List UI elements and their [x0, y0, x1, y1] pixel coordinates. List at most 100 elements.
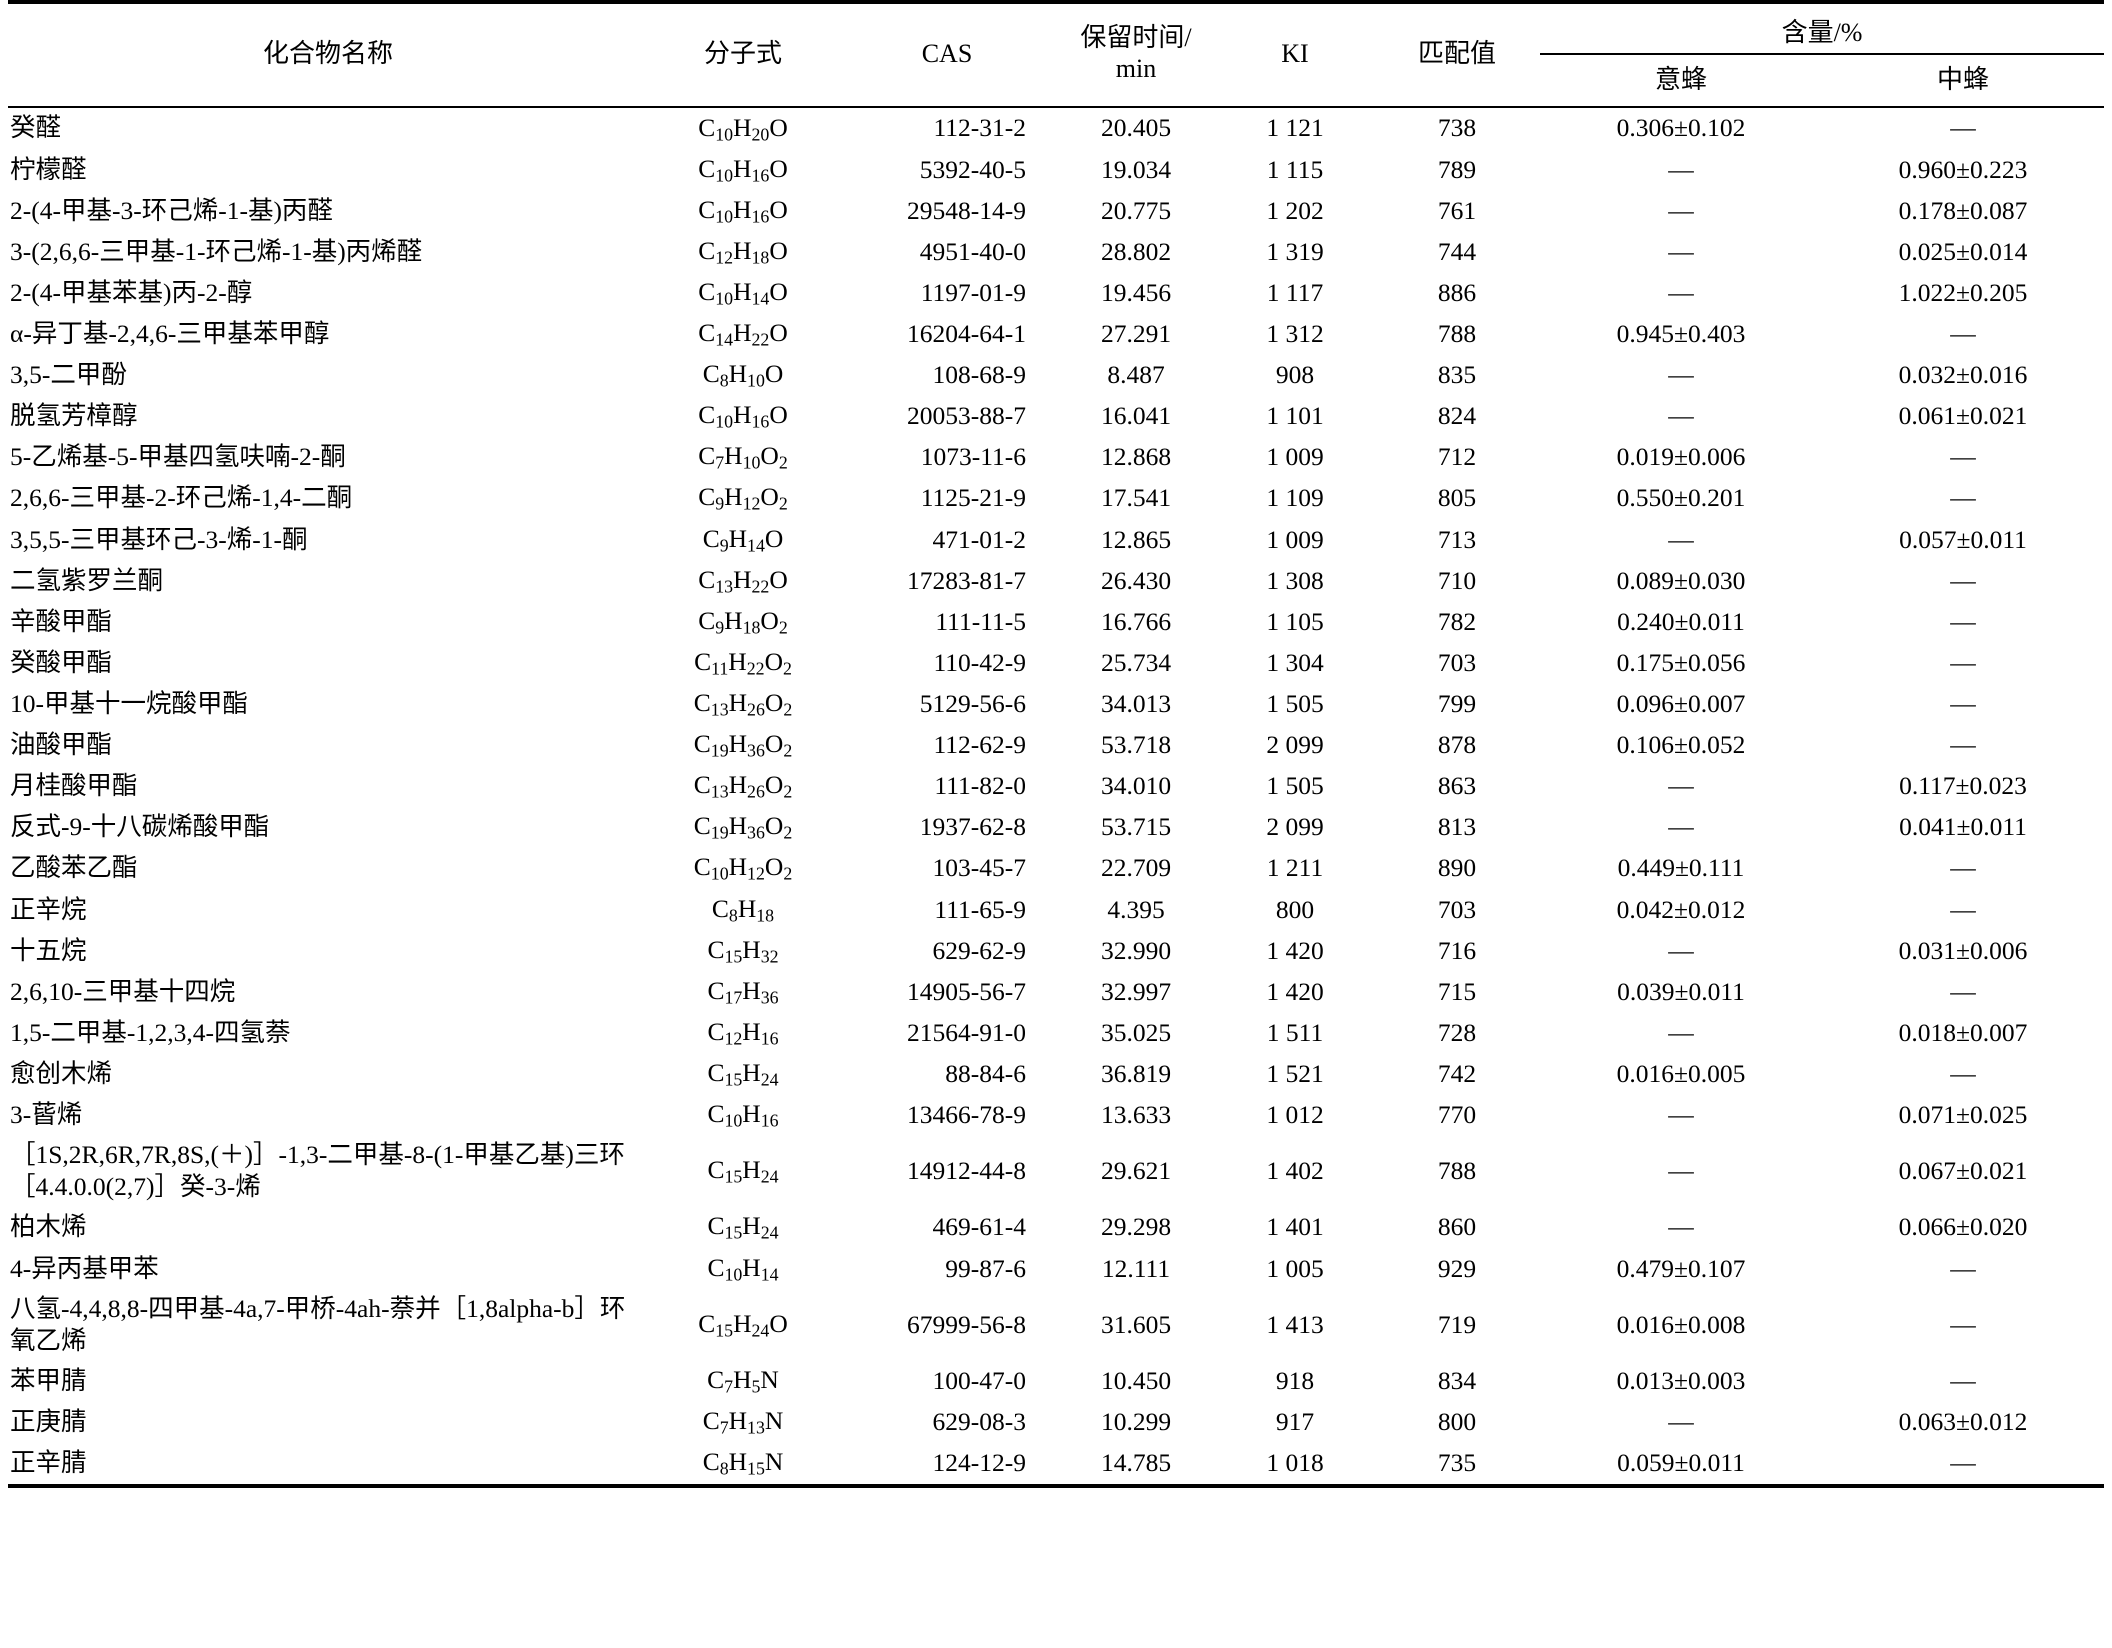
- cell-ki: 1 420: [1266, 935, 1324, 965]
- cell-cas: 629-08-3: [932, 1407, 1026, 1437]
- cell-compound-name: 3,5-二甲酚: [10, 360, 127, 390]
- cell-retention-time: 4.395: [1107, 894, 1165, 924]
- cell-ki: 1 505: [1266, 689, 1324, 719]
- cell-formula: C15H32: [707, 934, 779, 967]
- cell-retention-time: 26.430: [1100, 565, 1172, 595]
- cell-formula: C15H24: [707, 1211, 779, 1244]
- cell-formula: C17H36: [707, 975, 779, 1008]
- cell-italian-bee: —: [1668, 195, 1694, 225]
- cell-match-value: 703: [1437, 894, 1477, 924]
- cell-match-value: 800: [1437, 1407, 1477, 1437]
- cell-italian-bee: 0.016±0.008: [1616, 1309, 1746, 1339]
- table-row: 2-(4-甲基-3-环己烯-1-基)丙醛 C10H16O 29548-14-9 20.…: [8, 190, 2104, 231]
- cell-cas: 100-47-0: [932, 1365, 1026, 1395]
- cell-ki: 1 304: [1266, 647, 1324, 677]
- cell-ki: 1 511: [1266, 1017, 1324, 1047]
- cell-retention-time: 12.865: [1100, 524, 1172, 554]
- column-header-match-value: 匹配值: [1417, 38, 1496, 68]
- cell-cas: 1125-21-9: [920, 483, 1026, 513]
- cell-compound-name: 正辛腈: [10, 1448, 87, 1478]
- retention-time-label-line2: min: [1115, 54, 1157, 83]
- cell-chinese-bee: —: [1950, 319, 1976, 349]
- column-header-content-group: 含量/%: [1781, 18, 1863, 47]
- table-row: 2,6,6-三甲基-2-环己烯-1,4-二酮 C9H12O2 1125-21-9 17…: [8, 478, 2104, 519]
- cell-formula: C9H12O2: [698, 482, 788, 515]
- cell-formula: C12H18O: [698, 235, 788, 268]
- cell-ki: 1 402: [1266, 1156, 1324, 1186]
- cell-cas: 13466-78-9: [907, 1100, 1026, 1130]
- cell-italian-bee: 0.550±0.201: [1616, 483, 1746, 513]
- cell-italian-bee: 0.175±0.056: [1616, 647, 1746, 677]
- cell-match-value: 835: [1437, 360, 1477, 390]
- cell-chinese-bee: —: [1950, 976, 1976, 1006]
- cell-retention-time: 29.621: [1100, 1156, 1172, 1186]
- cell-formula: C13H26O2: [693, 688, 793, 720]
- cell-cas: 471-01-2: [932, 524, 1026, 554]
- cell-match-value: 761: [1437, 195, 1477, 225]
- cell-compound-name: 二氢紫罗兰酮: [10, 565, 164, 595]
- cell-chinese-bee: 0.025±0.014: [1898, 236, 2028, 266]
- cell-compound-name: 2-(4-甲基-3-环己烯-1-基)丙醛: [10, 195, 333, 225]
- cell-chinese-bee: —: [1950, 113, 1976, 143]
- cell-italian-bee: —: [1668, 771, 1694, 801]
- table-body: 癸醛 C10H20O 112-31-2 20.405 1 121 738 0.306±0.1…: [8, 107, 2105, 1486]
- cell-match-value: 713: [1437, 524, 1477, 554]
- table-row: 4-异丙基甲苯 C10H14 99-87-6 12.111 1 005 929 0.479±…: [8, 1248, 2104, 1289]
- column-header-ki: KI: [1281, 38, 1309, 68]
- table-row: 正辛腈 C8H15N 124-12-9 14.785 1 018 735 0.059±0.0…: [8, 1443, 2105, 1486]
- cell-formula: C10H20O: [698, 112, 788, 145]
- cell-retention-time: 8.487: [1107, 360, 1165, 390]
- cell-italian-bee: 0.306±0.102: [1616, 113, 1746, 143]
- cell-match-value: 789: [1437, 154, 1477, 184]
- cell-cas: 112-31-2: [933, 113, 1026, 143]
- cell-compound-name: 正辛烷: [10, 894, 87, 924]
- cell-chinese-bee: —: [1950, 689, 1976, 719]
- cell-match-value: 886: [1437, 277, 1477, 307]
- cell-match-value: 805: [1437, 483, 1477, 513]
- column-header-formula: 分子式: [703, 38, 782, 68]
- cell-match-value: 715: [1437, 976, 1477, 1006]
- cell-retention-time: 27.291: [1100, 319, 1172, 349]
- cell-chinese-bee: 0.071±0.025: [1898, 1100, 2028, 1130]
- cell-retention-time: 25.734: [1100, 647, 1172, 677]
- cell-compound-name: α-异丁基-2,4,6-三甲基苯甲醇: [10, 319, 330, 349]
- cell-ki: 1 401: [1266, 1212, 1324, 1242]
- cell-cas: 17283-81-7: [907, 565, 1026, 595]
- table-row: 正辛烷 C8H18 111-65-9 4.395 800 703 0.042±0.012 —: [8, 889, 2104, 930]
- cell-formula: C14H22O: [698, 318, 788, 350]
- cell-chinese-bee: 1.022±0.205: [1898, 277, 2028, 307]
- cell-match-value: 738: [1437, 113, 1477, 143]
- cell-formula: C19H36O2: [693, 811, 793, 843]
- cell-italian-bee: —: [1668, 277, 1694, 307]
- cell-ki: 1 117: [1266, 277, 1324, 307]
- cell-cas: 1197-01-9: [920, 277, 1026, 307]
- table-row: 愈创木烯 C15H24 88-84-6 36.819 1 521 742 0.016±0.0…: [8, 1054, 2104, 1095]
- cell-match-value: 782: [1437, 606, 1477, 636]
- cell-chinese-bee: 0.067±0.021: [1898, 1156, 2028, 1186]
- table-row: 2,6,10-三甲基十四烷 C17H36 14905-56-7 32.997 1 420…: [8, 971, 2104, 1012]
- cell-retention-time: 12.868: [1100, 442, 1172, 472]
- cell-formula: C8H10O: [702, 359, 784, 391]
- cell-formula: C9H14O: [702, 523, 784, 556]
- cell-compound-name: 3-(2,6,6-三甲基-1-环己烯-1-基)丙烯醛: [10, 236, 423, 266]
- cell-match-value: 863: [1437, 771, 1477, 801]
- cell-formula: C13H22O: [698, 564, 788, 597]
- cell-match-value: 834: [1437, 1365, 1477, 1395]
- table-row: 正庚腈 C7H13N 629-08-3 10.299 917 800 — 0.063±0.01…: [8, 1402, 2104, 1443]
- cell-chinese-bee: 0.960±0.223: [1898, 154, 2028, 184]
- cell-compound-name: 癸酸甲酯: [10, 647, 113, 677]
- cell-formula: C10H14: [707, 1252, 779, 1285]
- table-row: 二氢紫罗兰酮 C13H22O 17283-81-7 26.430 1 308 710 0.0…: [8, 560, 2104, 601]
- table-row: 油酸甲酯 C19H36O2 112-62-9 53.718 2 099 878 0.106±…: [8, 725, 2104, 766]
- table-row: 3,5-二甲酚 C8H10O 108-68-9 8.487 908 835 — 0.032±0…: [8, 355, 2104, 396]
- cell-retention-time: 20.775: [1100, 195, 1172, 225]
- cell-ki: 1 009: [1266, 524, 1324, 554]
- cell-ki: 1 105: [1266, 606, 1324, 636]
- cell-ki: 2 099: [1266, 730, 1324, 760]
- cell-ki: 1 505: [1266, 771, 1324, 801]
- cell-cas: 5392-40-5: [919, 154, 1026, 184]
- cell-match-value: 735: [1437, 1448, 1477, 1478]
- cell-cas: 4951-40-0: [919, 236, 1026, 266]
- cell-compound-name: 柏木烯: [10, 1212, 87, 1242]
- cell-cas: 20053-88-7: [907, 401, 1026, 431]
